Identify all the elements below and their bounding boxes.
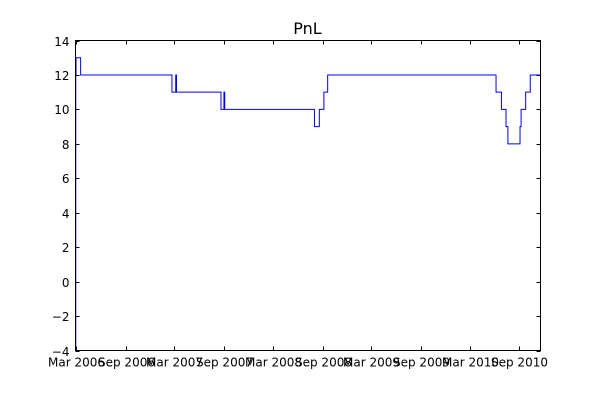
x-tick-label: Sep 2007	[196, 356, 253, 370]
x-tick-label: Mar 2010	[442, 356, 499, 370]
y-tick-label: 12	[54, 69, 69, 83]
plot-frame	[75, 40, 541, 351]
y-tick-label: 14	[54, 35, 69, 49]
y-tick-label: −2	[52, 310, 70, 324]
y-tick-label: 8	[62, 138, 70, 152]
y-tick-label: −4	[52, 345, 70, 359]
x-tick-label: Sep 2010	[491, 356, 548, 370]
x-tick-label: Sep 2009	[393, 356, 450, 370]
x-tick-label: Mar 2009	[343, 356, 400, 370]
y-tick-label: 2	[62, 241, 70, 255]
x-tick-label: Sep 2006	[98, 356, 155, 370]
x-tick-label: Mar 2007	[146, 356, 203, 370]
x-tick-label: Sep 2008	[295, 356, 352, 370]
x-tick-label: Mar 2008	[245, 356, 302, 370]
chart-title: PnL	[293, 19, 322, 38]
y-tick-label: 6	[62, 172, 70, 186]
y-tick-label: 10	[54, 103, 69, 117]
pnl-line	[75, 57, 541, 351]
y-tick-label: 0	[62, 276, 70, 290]
y-tick-label: 4	[62, 207, 70, 221]
y-axis: −4 −2 0 2 4 6 8 10 12 14	[52, 35, 541, 359]
series-layer	[75, 57, 541, 351]
x-tick-label: Mar 2006	[48, 356, 105, 370]
